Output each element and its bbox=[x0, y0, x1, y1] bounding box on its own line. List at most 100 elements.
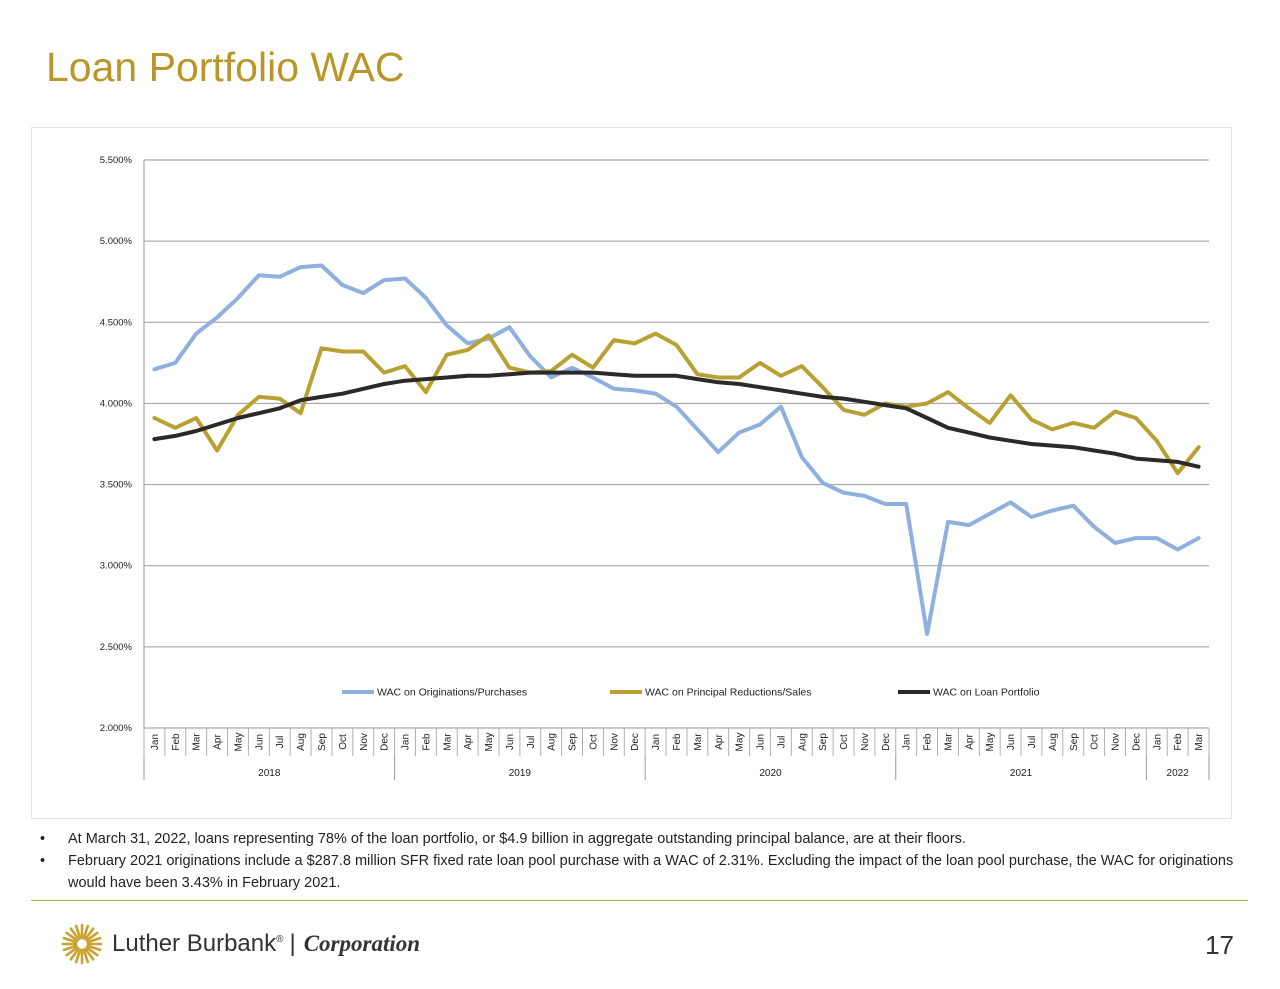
x-month-label: Jun bbox=[505, 734, 516, 750]
sunburst-ray bbox=[69, 947, 80, 961]
y-tick-label: 3.500% bbox=[100, 480, 133, 491]
x-month-label: Apr bbox=[964, 734, 975, 750]
x-month-label: Dec bbox=[630, 733, 641, 751]
x-month-label: May bbox=[484, 733, 495, 752]
sunburst-ray bbox=[74, 924, 82, 940]
company-logo: Luther Burbank® | Corporation bbox=[60, 922, 420, 966]
x-month-label: Dec bbox=[1131, 733, 1142, 751]
x-month-label: Dec bbox=[380, 733, 391, 751]
x-month-label: May bbox=[233, 733, 244, 752]
x-month-label: Feb bbox=[171, 733, 182, 751]
x-month-label: Mar bbox=[693, 733, 704, 751]
sunburst-ray bbox=[82, 924, 90, 940]
chart-container: 2.000% 2.500% 3.000% 3.500% 4.000% 4.500% 5.00… bbox=[31, 127, 1232, 819]
series-line bbox=[152, 331, 1201, 476]
note-item: • At March 31, 2022, loans representing … bbox=[40, 828, 1240, 850]
footer-divider bbox=[31, 900, 1248, 901]
x-month-label: Jan bbox=[150, 734, 161, 750]
legend-label: WAC on Principal Reductions/Sales bbox=[645, 687, 812, 699]
x-month-label: Mar bbox=[442, 733, 453, 751]
y-tick-label: 4.500% bbox=[100, 317, 133, 328]
x-month-label: Apr bbox=[463, 734, 474, 750]
x-month-label: Aug bbox=[797, 733, 808, 751]
series-line bbox=[152, 263, 1201, 636]
x-month-label: May bbox=[735, 733, 746, 752]
x-year-label: 2021 bbox=[1010, 768, 1033, 779]
sunburst-icon bbox=[61, 923, 103, 965]
x-year-label: 2018 bbox=[258, 768, 281, 779]
x-month-label: Nov bbox=[860, 733, 871, 751]
x-month-label: Dec bbox=[881, 733, 892, 751]
y-tick-label: 5.500% bbox=[100, 155, 133, 166]
x-month-label: Apr bbox=[714, 734, 725, 750]
x-month-label: Feb bbox=[1173, 733, 1184, 751]
sunburst-ray bbox=[86, 944, 102, 952]
x-month-label: Mar bbox=[192, 733, 203, 751]
sunburst-ray bbox=[65, 946, 79, 957]
sunburst-ray bbox=[86, 936, 102, 944]
legend-label: WAC on Loan Portfolio bbox=[933, 687, 1040, 699]
x-month-label: Feb bbox=[923, 733, 934, 751]
x-year-label: 2022 bbox=[1167, 768, 1190, 779]
x-year-label: 2019 bbox=[509, 768, 532, 779]
x-month-label: Jan bbox=[1152, 734, 1163, 750]
bullet-dot: • bbox=[40, 853, 46, 869]
x-month-label: Jul bbox=[526, 736, 537, 749]
x-month-label: Nov bbox=[359, 733, 370, 751]
wac-line-chart: 2.000% 2.500% 3.000% 3.500% 4.000% 4.500% 5.00… bbox=[100, 155, 1210, 780]
x-month-label: Nov bbox=[609, 733, 620, 751]
x-month-label: Oct bbox=[588, 734, 599, 750]
note-text: At March 31, 2022, loans representing 78… bbox=[68, 831, 966, 847]
sunburst-ray bbox=[85, 931, 99, 942]
sunburst-ray bbox=[69, 927, 80, 941]
x-month-label: Apr bbox=[213, 734, 224, 750]
x-month-label: Jul bbox=[776, 736, 787, 749]
notes-list: • At March 31, 2022, loans representing … bbox=[40, 828, 1240, 894]
page-title: Loan Portfolio WAC bbox=[46, 44, 405, 90]
x-month-label: Jun bbox=[1006, 734, 1017, 750]
x-month-label: Aug bbox=[1048, 733, 1059, 751]
sunburst-ray bbox=[62, 936, 78, 944]
x-month-label: Mar bbox=[1194, 733, 1205, 751]
x-month-label: Aug bbox=[296, 733, 307, 751]
logo-corporation: Corporation bbox=[303, 931, 421, 956]
logo-separator: | bbox=[289, 930, 296, 957]
x-month-label: Jan bbox=[651, 734, 662, 750]
page-number: 17 bbox=[1205, 930, 1234, 960]
note-item: • February 2021 originations include a $… bbox=[40, 850, 1240, 894]
x-month-label: Sep bbox=[317, 733, 328, 751]
x-month-label: Jul bbox=[275, 736, 286, 749]
sunburst-ray bbox=[62, 944, 78, 952]
note-text: February 2021 originations include a $28… bbox=[68, 853, 1234, 891]
x-month-label: Oct bbox=[1090, 734, 1101, 750]
y-tick-label: 2.500% bbox=[100, 642, 133, 653]
x-month-label: Nov bbox=[1111, 733, 1122, 751]
x-month-label: Jan bbox=[401, 734, 412, 750]
legend-label: WAC on Originations/Purchases bbox=[377, 687, 527, 699]
sunburst-ray bbox=[82, 948, 90, 964]
y-tick-label: 5.000% bbox=[100, 236, 133, 247]
x-month-label: Jun bbox=[756, 734, 767, 750]
x-month-label: Oct bbox=[338, 734, 349, 750]
sunburst-ray bbox=[85, 946, 99, 957]
logo-name: Luther Burbank® bbox=[112, 930, 284, 957]
bullet-dot: • bbox=[40, 831, 46, 847]
x-month-label: Jan bbox=[902, 734, 913, 750]
x-month-label: Sep bbox=[818, 733, 829, 751]
x-month-label: Feb bbox=[421, 733, 432, 751]
x-year-label: 2020 bbox=[759, 768, 782, 779]
x-month-label: May bbox=[985, 733, 996, 752]
x-month-label: Jul bbox=[1027, 736, 1038, 749]
x-month-label: Sep bbox=[568, 733, 579, 751]
sunburst-ray bbox=[84, 947, 95, 961]
y-tick-label: 3.000% bbox=[100, 561, 133, 572]
x-month-label: Aug bbox=[547, 733, 558, 751]
series-line bbox=[152, 370, 1201, 469]
x-month-label: Jun bbox=[254, 734, 265, 750]
x-month-label: Sep bbox=[1069, 733, 1080, 751]
x-month-label: Feb bbox=[672, 733, 683, 751]
y-tick-label: 2.000% bbox=[100, 723, 133, 734]
sunburst-ray bbox=[65, 931, 79, 942]
sunburst-ray bbox=[84, 927, 95, 941]
x-month-label: Oct bbox=[839, 734, 850, 750]
